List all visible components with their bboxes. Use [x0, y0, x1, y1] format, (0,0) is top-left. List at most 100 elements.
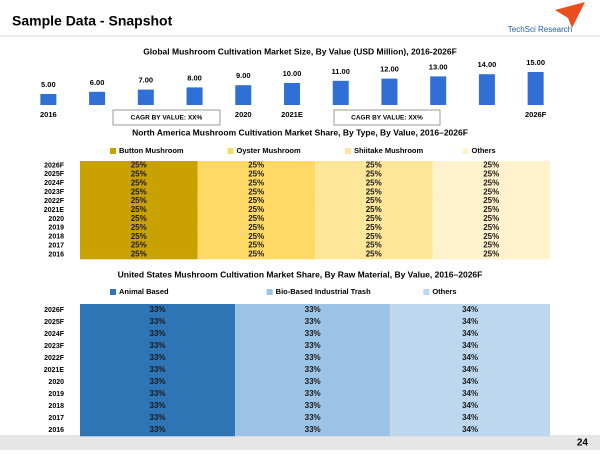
value-label: 25%	[366, 178, 382, 187]
bar-segment	[315, 250, 433, 260]
value-label: 33%	[150, 365, 166, 374]
value-label: 9.00	[236, 71, 251, 80]
y-tick-label: 2025F	[44, 319, 65, 326]
value-label: 25%	[366, 169, 382, 178]
bar-segment	[235, 340, 391, 353]
bar-segment	[315, 241, 433, 251]
legend-label: Button Mushroom	[119, 146, 184, 155]
legend-swatch	[423, 289, 430, 295]
bar-segment	[197, 196, 315, 206]
bar-segment	[80, 340, 236, 353]
annotation: CAGR BY VALUE: XX%	[351, 115, 423, 122]
y-tick-label: 2022F	[44, 198, 65, 205]
value-label: 33%	[305, 425, 321, 434]
bar-segment	[197, 161, 315, 171]
value-label: 33%	[305, 413, 321, 422]
y-tick-label: 2017	[48, 242, 64, 249]
value-label: 25%	[483, 241, 499, 250]
value-label: 25%	[366, 161, 382, 170]
bar-segment	[390, 424, 550, 437]
value-label: 34%	[462, 413, 478, 422]
value-label: 12.00	[380, 65, 399, 74]
value-label: 11.00	[332, 67, 350, 76]
value-label: 25%	[248, 214, 264, 223]
bar-segment	[197, 232, 315, 242]
bar-segment	[432, 161, 550, 171]
bar-segment	[390, 376, 550, 389]
x-tick-label: 2016	[40, 110, 57, 119]
y-tick-label: 2017	[48, 415, 64, 422]
value-label: 25%	[366, 205, 382, 214]
bar-segment	[390, 328, 550, 341]
value-label: 33%	[150, 401, 166, 410]
value-label: 34%	[462, 401, 478, 410]
bar-segment	[432, 250, 550, 260]
legend-label: Shiitake Mushroom	[354, 146, 424, 155]
value-label: 25%	[131, 169, 147, 178]
y-tick-label: 2024F	[44, 331, 65, 338]
bar	[430, 76, 447, 105]
bar-segment	[432, 178, 550, 189]
y-tick-label: 2020	[48, 379, 64, 386]
bar	[527, 72, 544, 105]
bar-segment	[235, 412, 391, 425]
bar-segment	[235, 328, 391, 341]
footer-band	[0, 435, 600, 450]
value-label: 33%	[305, 365, 321, 374]
bar-segment	[80, 241, 198, 251]
x-tick-label: 2021E	[281, 110, 303, 119]
value-label: 33%	[150, 329, 166, 338]
bar-segment	[390, 364, 550, 377]
value-label: 25%	[483, 214, 499, 223]
y-tick-label: 2021E	[44, 367, 65, 374]
value-label: 25%	[366, 250, 382, 259]
bar-segment	[80, 424, 236, 437]
logo-icon	[555, 2, 585, 28]
bar	[235, 85, 252, 105]
value-label: 25%	[131, 178, 147, 187]
bar-segment	[315, 205, 433, 215]
bar-segment	[80, 169, 198, 180]
bar-segment	[432, 205, 550, 215]
chart-title: North America Mushroom Cultivation Marke…	[132, 127, 468, 137]
bar-segment	[315, 169, 433, 180]
bar	[381, 78, 398, 105]
value-label: 13.00	[429, 62, 448, 71]
value-label: 25%	[131, 196, 147, 205]
bar-segment	[80, 352, 236, 365]
y-tick-label: 2016	[48, 427, 64, 434]
value-label: 25%	[248, 169, 264, 178]
bar-segment	[235, 316, 391, 329]
bar-segment	[197, 223, 315, 233]
y-tick-label: 2018	[48, 234, 64, 241]
bar-segment	[80, 316, 236, 329]
value-label: 25%	[248, 250, 264, 259]
value-label: 25%	[483, 196, 499, 205]
chart-title: Global Mushroom Cultivation Market Size,…	[143, 46, 457, 56]
value-label: 25%	[131, 205, 147, 214]
legend-label: Oyster Mushroom	[237, 146, 302, 155]
bar	[478, 74, 495, 105]
value-label: 34%	[462, 317, 478, 326]
bar-segment	[80, 328, 236, 341]
bar-segment	[235, 388, 391, 401]
value-label: 25%	[131, 187, 147, 196]
bar-segment	[315, 196, 433, 206]
value-label: 34%	[462, 365, 478, 374]
bar	[40, 94, 57, 105]
value-label: 25%	[131, 250, 147, 259]
value-label: 34%	[462, 389, 478, 398]
value-label: 8.00	[187, 73, 202, 82]
bar-segment	[80, 364, 236, 377]
bar-segment	[80, 400, 236, 413]
value-label: 34%	[462, 305, 478, 314]
value-label: 25%	[248, 205, 264, 214]
bar-segment	[432, 232, 550, 242]
value-label: 25%	[366, 223, 382, 232]
value-label: 25%	[131, 161, 147, 170]
value-label: 25%	[366, 232, 382, 241]
value-label: 34%	[462, 353, 478, 362]
bar-segment	[80, 205, 198, 215]
x-tick-label: 2020	[235, 110, 252, 119]
